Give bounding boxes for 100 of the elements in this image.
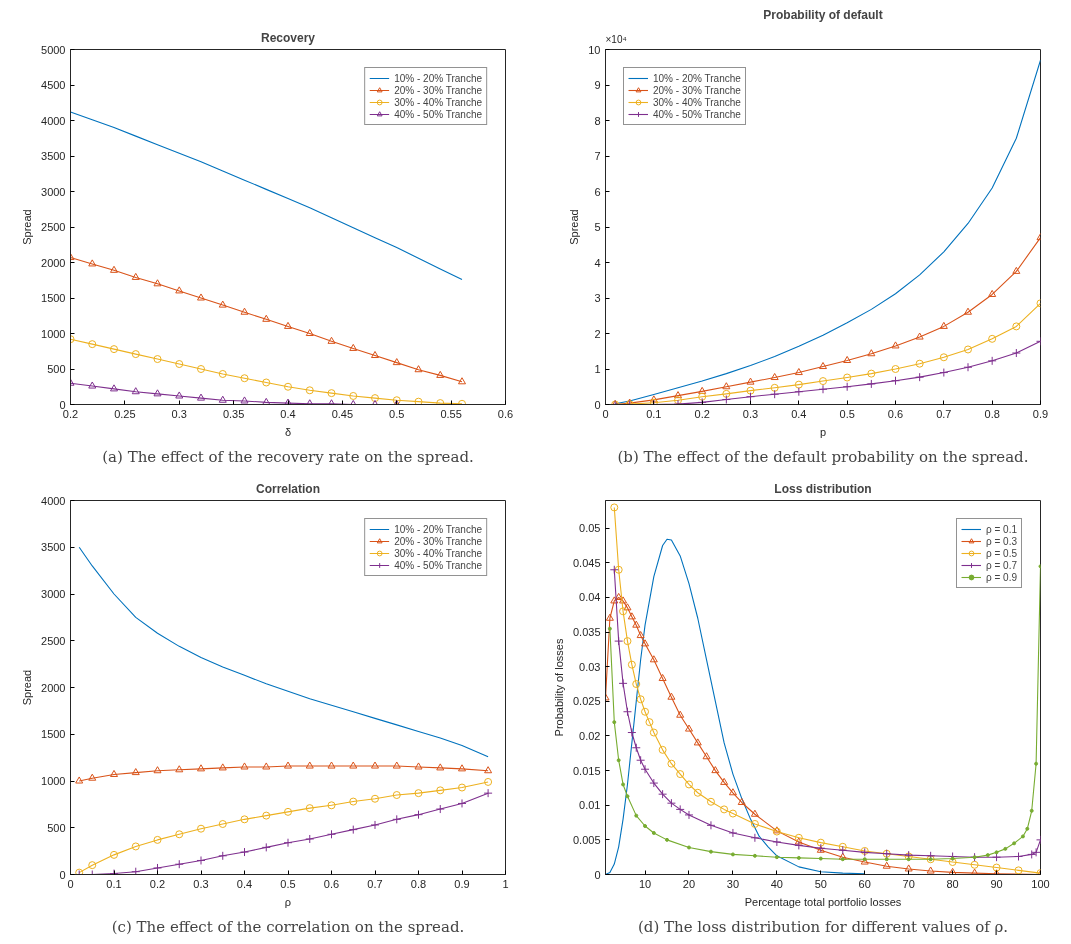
x-tick-label: 0.9 — [1032, 407, 1049, 420]
y-tick-label: 1500 — [41, 292, 66, 304]
y-tick-label: 4 — [594, 256, 601, 269]
x-tick-label: 0.4 — [236, 877, 253, 890]
x-tick-label: 0.9 — [454, 877, 470, 890]
x-tick-label: 80 — [946, 877, 959, 890]
x-tick-label: 0.25 — [114, 407, 136, 420]
y-tick-label: 3000 — [41, 185, 66, 198]
x-tick-label: 0.7 — [936, 407, 952, 420]
x-tick-label: 100 — [1031, 877, 1050, 890]
y-tick-label: 0.05 — [579, 522, 601, 535]
y-axis-title: Spread — [21, 209, 34, 245]
legend-label: 40% - 50% Tranche — [394, 559, 482, 571]
y-tick-label: 5 — [594, 221, 601, 233]
x-tick-label: 30 — [726, 877, 740, 890]
x-tick-label: 50 — [814, 877, 827, 890]
y-tick-label: 0.015 — [572, 764, 601, 777]
legend-label: ρ = 0.9 — [986, 571, 1017, 583]
y-tick-label: 0.025 — [572, 695, 601, 708]
x-tick-label: 40 — [770, 877, 783, 890]
text: (d) The loss distribution for different values of ρ. — [637, 917, 1009, 936]
x-tick-label: 0.45 — [331, 407, 354, 420]
y-tick-label: 0.01 — [579, 799, 601, 812]
x-tick-label: 70 — [902, 877, 915, 890]
legend-label: 30% - 40% Tranche — [394, 547, 482, 559]
y-tick-label: 1500 — [41, 728, 66, 741]
x-tick-label: 20 — [682, 877, 696, 890]
x-tick-label: 0.2 — [694, 407, 710, 420]
x-tick-label: 0.35 — [222, 407, 245, 420]
y-tick-label: 3500 — [41, 541, 66, 554]
chart-title: Probability of default — [763, 7, 883, 22]
x-tick-label: 0.3 — [171, 407, 187, 420]
x-axis-title: Percentage total portfolio losses — [744, 895, 902, 908]
x-tick-label: 0.2 — [149, 877, 166, 890]
y-tick-label: 500 — [47, 363, 66, 375]
x-tick-label: 0.7 — [367, 877, 383, 890]
y-tick-label: 8 — [594, 114, 601, 127]
x-tick-label: 0.4 — [791, 407, 807, 420]
x-tick-label: 0.5 — [280, 877, 296, 890]
y-tick-label: 3 — [594, 292, 601, 304]
x-tick-label: 0 — [602, 407, 609, 420]
x-tick-label: 0.4 — [280, 407, 296, 420]
x-tick-label: 0.8 — [410, 877, 427, 890]
y-tick-label: 2000 — [41, 256, 66, 269]
legend-label: ρ = 0.3 — [986, 535, 1017, 547]
x-tick-label: 0.3 — [742, 407, 759, 420]
y-tick-label: 9 — [594, 79, 601, 91]
legend-label: 30% - 40% Tranche — [394, 96, 482, 108]
legend-label: 10% - 20% Tranche — [394, 72, 482, 84]
x-axis-title: ρ — [284, 895, 292, 908]
y-tick-label: 4500 — [41, 79, 66, 91]
y-tick-label: 3000 — [41, 588, 66, 600]
y-tick-label: 5000 — [41, 43, 66, 56]
x-tick-label: 60 — [858, 877, 871, 890]
x-tick-label: 0.1 — [646, 407, 662, 420]
y-tick-label: 1 — [594, 363, 601, 375]
text: (c) The effect of the correlation on the spread. — [111, 917, 465, 936]
y-axis-title: Spread — [568, 209, 581, 245]
x-tick-label: 0.8 — [984, 407, 1000, 420]
y-tick-label: 2500 — [41, 221, 66, 233]
x-tick-label: 0.6 — [497, 407, 514, 420]
x-tick-label: 0.55 — [440, 407, 462, 420]
y-tick-label: 4000 — [41, 114, 66, 127]
text: (a) The effect of the recovery rate on the spread. — [102, 447, 474, 466]
x-tick-label: 0.6 — [887, 407, 904, 420]
text: (b) The effect of the default probability on the spread. — [617, 447, 1029, 466]
x-tick-label: 0.3 — [193, 877, 209, 890]
x-tick-label: 0.1 — [106, 877, 122, 890]
y-axis-title: Probability of losses — [552, 638, 565, 737]
x-tick-label: 0.6 — [323, 877, 340, 890]
legend-label: 20% - 30% Tranche — [653, 84, 741, 96]
y-tick-label: 0 — [59, 868, 66, 881]
legend-label: 20% - 30% Tranche — [394, 535, 482, 547]
x-tick-label: 0.5 — [389, 407, 405, 420]
legend-label: 40% - 50% Tranche — [394, 108, 482, 120]
x-tick-label: 0.5 — [839, 407, 855, 420]
text: ×10⁴ — [605, 33, 627, 45]
y-tick-label: 10 — [588, 43, 601, 56]
legend-label: 10% - 20% Tranche — [394, 523, 482, 535]
y-tick-label: 2500 — [41, 634, 66, 647]
y-tick-label: 0.03 — [579, 660, 601, 673]
y-tick-label: 2000 — [41, 681, 66, 694]
y-tick-label: 0 — [594, 868, 601, 881]
y-tick-label: 2 — [594, 327, 601, 340]
y-tick-label: 0.045 — [572, 556, 601, 569]
x-tick-label: 90 — [990, 877, 1003, 890]
y-tick-label: 0.035 — [572, 626, 601, 639]
y-tick-label: 3500 — [41, 150, 66, 162]
x-axis-title: p — [819, 425, 827, 438]
x-tick-label: 10 — [638, 877, 652, 890]
y-tick-label: 1000 — [41, 327, 66, 340]
x-tick-label: 1 — [502, 877, 509, 890]
chart-title: Correlation — [256, 481, 321, 496]
legend-label: 30% - 40% Tranche — [653, 96, 741, 108]
y-tick-label: 1000 — [41, 775, 66, 787]
chart-title: Recovery — [260, 30, 316, 45]
y-tick-label: 0.02 — [579, 729, 601, 742]
y-axis-title: Spread — [21, 669, 34, 706]
y-tick-label: 4000 — [41, 494, 66, 507]
legend-label: ρ = 0.7 — [986, 559, 1017, 571]
